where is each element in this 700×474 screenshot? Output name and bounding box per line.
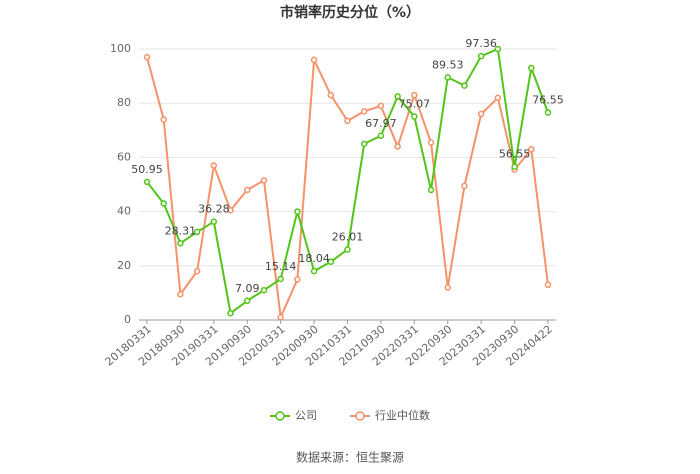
legend-label: 行业中位数 — [375, 408, 430, 422]
legend-marker — [355, 411, 365, 421]
legend-label: 公司 — [295, 409, 317, 422]
point — [160, 116, 167, 123]
point — [244, 186, 251, 194]
point — [444, 74, 451, 81]
point — [160, 200, 167, 207]
point — [244, 297, 251, 305]
value-label: 15.14 — [265, 260, 297, 273]
point — [360, 108, 368, 115]
legend-marker — [275, 411, 285, 421]
point — [360, 140, 368, 148]
point — [461, 182, 468, 190]
point — [277, 275, 284, 283]
point — [177, 240, 184, 247]
point — [377, 132, 385, 140]
point — [461, 82, 468, 89]
y-tick-label: 80 — [117, 96, 131, 109]
point — [511, 163, 518, 170]
point — [210, 162, 218, 169]
point — [528, 146, 535, 153]
point — [143, 178, 151, 186]
legend-item: 公司 — [270, 409, 317, 422]
point — [294, 208, 301, 215]
y-tick-label: 60 — [117, 150, 131, 163]
y-tick-label: 20 — [117, 259, 131, 272]
value-label: 56.55 — [499, 148, 531, 161]
point — [411, 91, 418, 99]
point — [227, 309, 234, 317]
point — [310, 56, 318, 64]
point — [427, 139, 435, 146]
point — [327, 91, 335, 99]
value-label: 50.95 — [131, 163, 163, 176]
value-label: 36.28 — [198, 203, 230, 216]
value-label: 26.01 — [332, 231, 364, 244]
value-label: 67.97 — [365, 117, 397, 130]
point — [294, 276, 301, 283]
legend-item: 行业中位数 — [350, 408, 430, 422]
point — [327, 258, 335, 265]
value-label: 97.36 — [465, 37, 497, 50]
point — [411, 113, 418, 120]
point — [193, 267, 201, 275]
point — [477, 110, 485, 118]
source: 数据来源：恒生聚源 — [296, 450, 404, 465]
value-label: 76.55 — [532, 94, 564, 107]
point — [394, 143, 401, 150]
point — [377, 102, 385, 110]
point — [477, 52, 485, 60]
y-tick-label: 0 — [124, 313, 131, 326]
point — [143, 53, 151, 61]
value-label: 7.09 — [235, 282, 260, 295]
point — [544, 281, 552, 289]
value-label: 75.07 — [399, 98, 431, 111]
point — [544, 109, 552, 116]
point — [210, 218, 218, 225]
point — [344, 117, 351, 125]
point — [260, 286, 268, 294]
point — [177, 291, 184, 298]
value-label: 18.04 — [298, 252, 330, 265]
point — [310, 267, 318, 275]
point — [277, 314, 284, 321]
point — [444, 284, 451, 291]
point — [344, 246, 351, 253]
point — [494, 94, 502, 102]
point — [193, 228, 201, 236]
point — [260, 177, 268, 184]
series-line — [146, 47, 549, 315]
y-tick-label: 40 — [117, 205, 131, 218]
point — [528, 64, 535, 72]
point — [394, 93, 401, 100]
point — [494, 45, 502, 53]
series-line — [146, 56, 549, 322]
chart-title: 市销率历史分位（%） — [280, 4, 420, 21]
point — [427, 186, 435, 194]
y-tick-label: 100 — [110, 42, 131, 55]
value-label: 89.53 — [432, 58, 464, 71]
point — [227, 206, 234, 214]
value-label: 28.31 — [165, 224, 197, 237]
